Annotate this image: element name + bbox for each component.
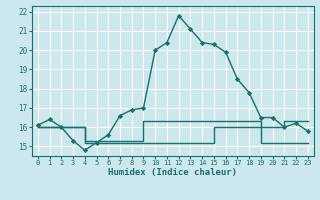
X-axis label: Humidex (Indice chaleur): Humidex (Indice chaleur)	[108, 168, 237, 177]
